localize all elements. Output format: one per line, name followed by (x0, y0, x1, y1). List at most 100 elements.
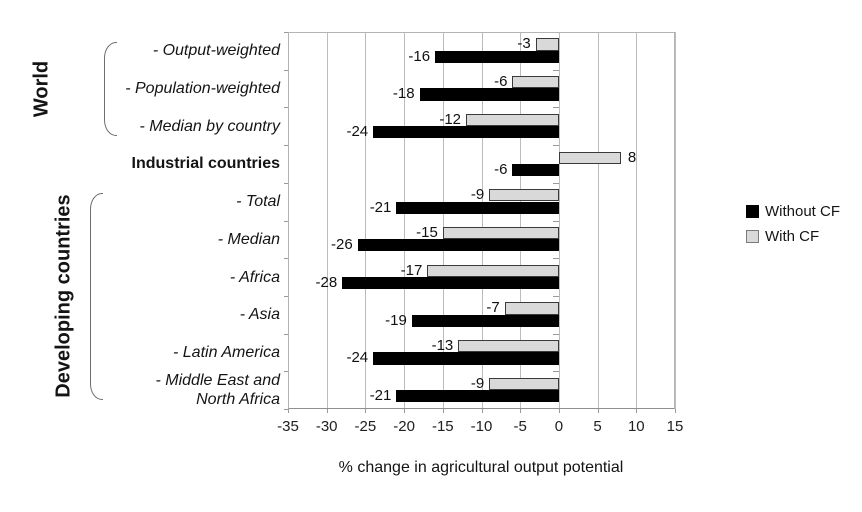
bar-value-label: -18 (392, 85, 415, 103)
category-tick-left (284, 295, 288, 297)
category-tick-left (284, 145, 288, 147)
bar-with-cf (535, 38, 559, 51)
bar-without-cf (411, 314, 559, 327)
bar-with-cf (458, 340, 559, 353)
bar-value-label: -9 (470, 374, 485, 392)
x-axis-tick (597, 409, 599, 413)
group-bracket (104, 42, 117, 137)
x-axis-tick (636, 409, 638, 413)
x-axis-title: % change in agricultural output potentia… (338, 459, 624, 476)
legend-item-with-cf: With CF (746, 228, 840, 245)
bar-value-label: -12 (439, 110, 462, 128)
x-axis-tick (365, 409, 367, 413)
bar-with-cf (489, 377, 559, 390)
bar-with-cf (442, 226, 559, 240)
category-tick-left (284, 371, 288, 373)
x-axis-tick (481, 409, 483, 413)
category-tick-left (284, 182, 288, 184)
x-axis-tick-label: 0 (554, 418, 564, 435)
gridline (404, 32, 406, 409)
category-tick-zero-axis (552, 145, 559, 147)
category-tick-zero-axis (552, 295, 559, 297)
x-axis-tick-label: 15 (666, 418, 684, 435)
category-tick-left (284, 258, 288, 260)
bar-value-label: -17 (400, 261, 423, 279)
plot-border (288, 32, 675, 409)
bar-with-cf (466, 113, 559, 127)
bar-with-cf (489, 189, 559, 202)
gridline (558, 32, 560, 409)
x-axis-tick (520, 409, 522, 413)
category-label: - Median by country (139, 117, 280, 135)
x-axis-tick-label: -25 (354, 418, 377, 435)
category-tick-left (284, 107, 288, 109)
category-label: - Total (236, 193, 280, 211)
category-label: - Output-weighted (152, 42, 280, 60)
bar-value-label: -13 (431, 337, 454, 354)
category-label: - Median (217, 230, 280, 248)
group-label: Developing countries (52, 194, 75, 399)
category-tick-zero-axis (552, 371, 559, 373)
category-label: - Middle East and North Africa (155, 372, 280, 409)
bar-value-label: -24 (346, 349, 369, 367)
bar-without-cf (435, 50, 559, 63)
gridline (636, 32, 638, 409)
bar-value-label: -7 (486, 299, 500, 317)
category-tick-zero-axis (552, 333, 559, 335)
bar-with-cf (512, 76, 559, 89)
gridline (520, 32, 522, 409)
bar-value-label: -28 (315, 273, 338, 291)
category-label: - Asia (239, 306, 280, 324)
bar-value-label: -26 (330, 236, 353, 254)
bar-without-cf (396, 201, 559, 214)
legend-label-without-cf: Without CF (765, 203, 841, 220)
bar-without-cf (512, 163, 559, 177)
bar-value-label: -6 (494, 73, 508, 91)
bar-without-cf (373, 126, 559, 139)
gridline (481, 32, 483, 409)
gridline (675, 32, 676, 409)
category-tick-zero-axis (552, 69, 559, 71)
category-label: Industrial countries (131, 155, 280, 173)
gridline (365, 32, 367, 409)
x-axis-tick-label: 10 (627, 418, 645, 435)
bar-with-cf (427, 264, 559, 277)
legend-swatch-with-cf (746, 230, 759, 243)
x-axis-tick (326, 409, 328, 413)
bar-without-cf (419, 88, 559, 101)
group-label: World (30, 60, 53, 118)
group-bracket (90, 192, 103, 400)
x-axis-tick-label: -20 (393, 418, 415, 435)
bar-value-label: -24 (346, 123, 369, 141)
legend-swatch-without-cf (746, 205, 759, 218)
bar-with-cf (558, 151, 621, 164)
category-tick-zero-axis (552, 107, 559, 109)
bar-value-label: -6 (494, 160, 508, 178)
category-tick-left (284, 409, 288, 410)
category-tick-left (284, 69, 288, 71)
category-tick-left (284, 333, 288, 335)
gridline (442, 32, 444, 409)
legend: Without CF With CF (746, 203, 840, 253)
category-tick-zero-axis (552, 182, 559, 184)
bar-value-label: 8 (627, 148, 637, 166)
bar-value-label: -21 (369, 387, 392, 404)
gridline (597, 32, 599, 409)
bar-without-cf (396, 390, 559, 403)
bar-value-label: -9 (470, 186, 485, 204)
category-label: - Africa (229, 268, 280, 286)
bar-without-cf (373, 352, 559, 365)
bar-value-label: -15 (416, 223, 438, 241)
x-axis-tick-label: -10 (470, 418, 493, 435)
category-tick-left (284, 220, 288, 222)
bar-without-cf (342, 276, 559, 290)
gridline (326, 32, 328, 409)
bar-with-cf (504, 302, 559, 315)
category-tick-zero-axis (552, 220, 559, 222)
x-axis-tick-label: 5 (593, 418, 602, 435)
x-axis-tick-label: -15 (431, 418, 454, 435)
bar-value-label: -19 (385, 311, 407, 329)
category-label: - Population-weighted (125, 80, 280, 98)
x-axis-tick (442, 409, 444, 413)
bar-value-label: -16 (408, 47, 431, 65)
